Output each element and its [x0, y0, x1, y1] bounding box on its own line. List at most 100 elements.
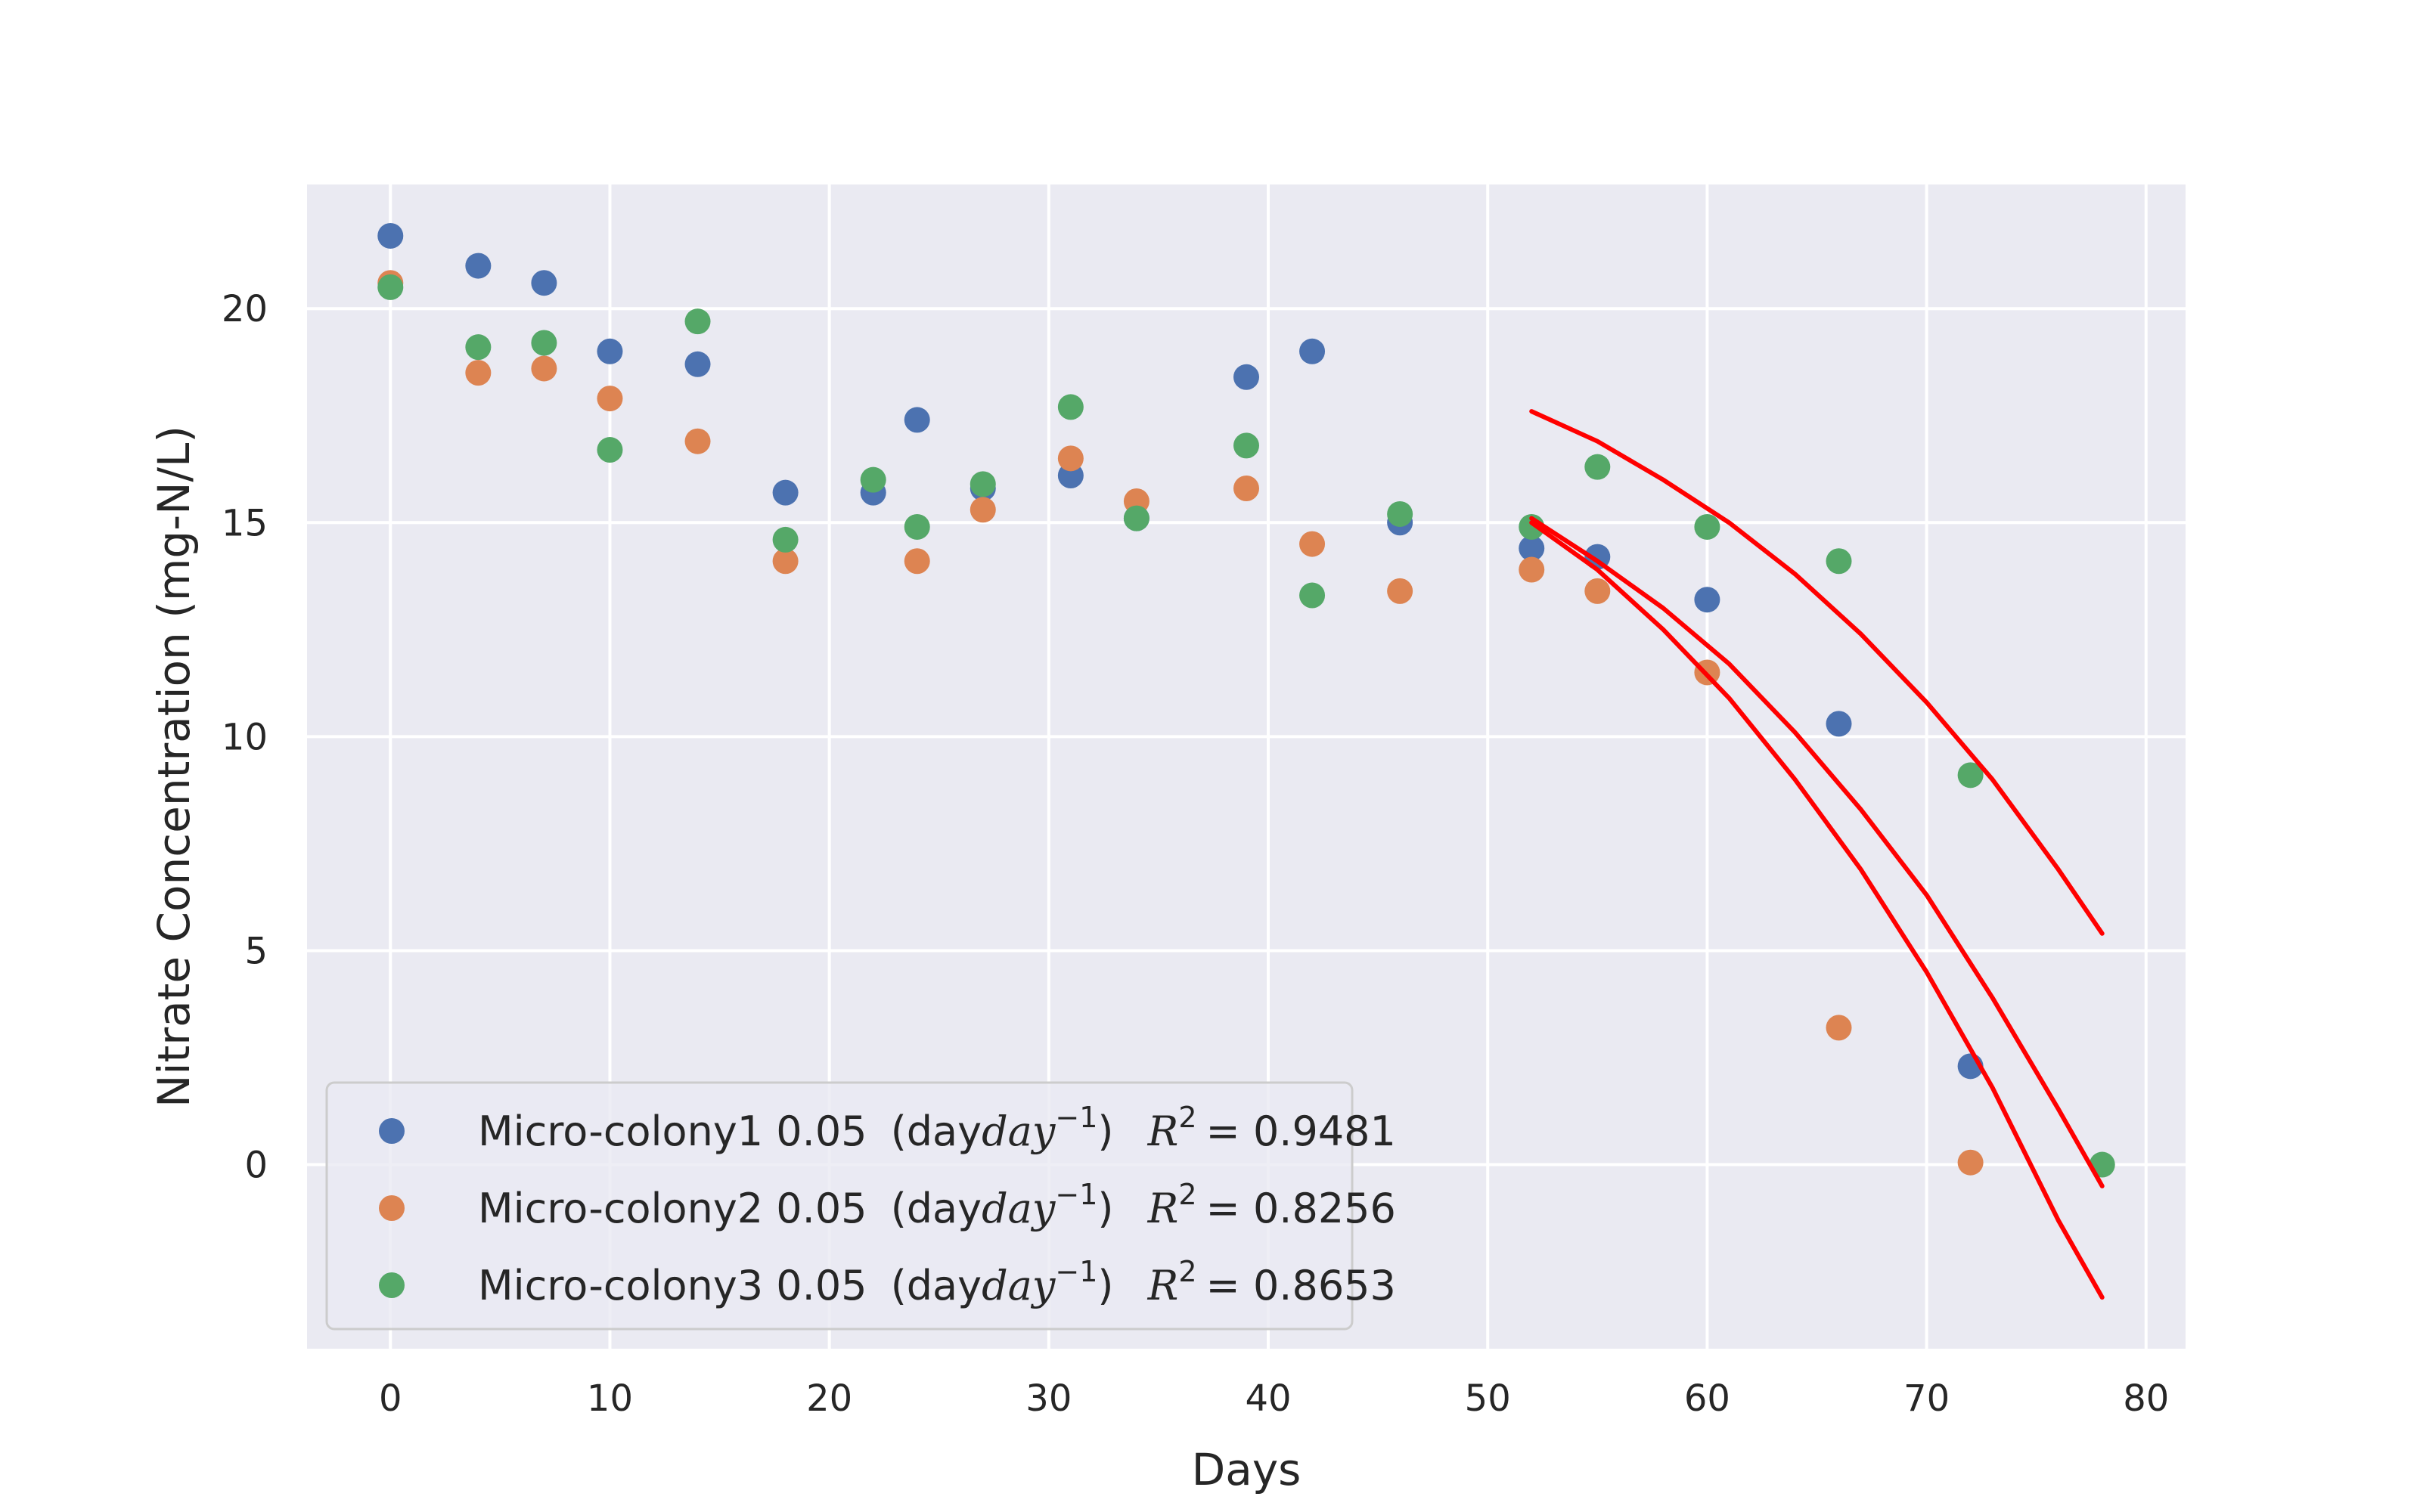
- data-point: [1387, 500, 1413, 527]
- legend-marker-micro-colony1: [379, 1118, 405, 1144]
- data-point: [772, 548, 799, 575]
- legend-r2-exp: 2: [1178, 1255, 1196, 1288]
- data-point: [684, 308, 711, 335]
- data-point: [465, 360, 492, 386]
- legend-rate-unit: (day: [891, 1185, 982, 1232]
- x-tick-label: 80: [2123, 1377, 2169, 1420]
- data-point: [465, 334, 492, 361]
- data-point: [1233, 432, 1259, 459]
- data-point: [970, 471, 996, 497]
- legend-rate-exp: −1: [1055, 1255, 1097, 1288]
- data-point: [597, 386, 623, 412]
- data-point: [1694, 587, 1720, 613]
- legend-rate-var: day: [982, 1185, 1056, 1232]
- legend-r2-var: R: [1147, 1185, 1179, 1232]
- legend-series-name: Micro-colony2 0.05: [478, 1185, 867, 1232]
- legend-rate-exp: −1: [1055, 1101, 1097, 1134]
- legend-label-micro-colony1: Micro-colony1 0.05 (dayday−1) R2 = 0.9481: [478, 1101, 1396, 1155]
- legend-rate-close: ): [1097, 1108, 1113, 1155]
- y-tick-labels: 0 5 10 15 20: [222, 288, 268, 1186]
- data-point: [860, 466, 886, 493]
- x-tick-label: 40: [1245, 1377, 1291, 1420]
- data-point: [1519, 556, 1545, 583]
- legend-series-name: Micro-colony3 0.05: [478, 1262, 867, 1309]
- x-tick-labels: 0 10 20 30 40 50 60 70 80: [379, 1377, 2169, 1420]
- fit-curve-2: [1529, 516, 2105, 1188]
- data-point: [1957, 762, 1984, 789]
- data-points: [377, 222, 2115, 1178]
- data-point: [1233, 475, 1259, 501]
- data-point: [377, 274, 404, 300]
- data-point: [1694, 513, 1720, 540]
- fit-curve-3: [1529, 520, 2105, 1300]
- data-point: [377, 222, 404, 249]
- legend: Micro-colony1 0.05 (dayday−1) R2 = 0.9481…: [325, 1081, 1396, 1331]
- legend-marker-micro-colony2: [379, 1195, 405, 1221]
- series-points-2: [377, 270, 1984, 1176]
- legend-box: [325, 1081, 1354, 1331]
- legend-entry-micro-colony2: Micro-colony2 0.05 (dayday−1) R2 = 0.8256: [379, 1178, 1396, 1232]
- legend-label-micro-colony3: Micro-colony3 0.05 (dayday−1) R2 = 0.8653: [478, 1255, 1396, 1309]
- data-point: [1519, 535, 1545, 562]
- x-axis-label: Days: [1192, 1444, 1302, 1495]
- fit-curves: [1529, 409, 2105, 1300]
- y-tick-label: 20: [222, 288, 268, 330]
- data-point: [1826, 711, 1852, 737]
- legend-rate-close: ): [1097, 1262, 1113, 1309]
- x-tick-label: 70: [1903, 1377, 1950, 1420]
- data-point: [1299, 582, 1326, 609]
- legend-marker-micro-colony3: [379, 1272, 405, 1298]
- legend-rate-unit: (day: [891, 1262, 982, 1309]
- data-point: [1387, 578, 1413, 604]
- x-tick-label: 60: [1684, 1377, 1730, 1420]
- data-point: [1584, 454, 1611, 480]
- data-point: [970, 497, 996, 523]
- x-tick-label: 50: [1465, 1377, 1511, 1420]
- data-point: [1299, 531, 1326, 557]
- data-point: [597, 338, 623, 364]
- legend-entry-micro-colony1: Micro-colony1 0.05 (dayday−1) R2 = 0.9481: [379, 1101, 1396, 1155]
- data-point: [1233, 364, 1259, 390]
- data-point: [1123, 505, 1150, 531]
- data-point: [531, 270, 557, 296]
- legend-rate-unit: (day: [891, 1108, 982, 1155]
- data-point: [772, 479, 799, 506]
- y-tick-label: 0: [244, 1145, 268, 1187]
- data-point: [772, 526, 799, 553]
- data-point: [1584, 578, 1611, 604]
- legend-label-micro-colony2: Micro-colony2 0.05 (dayday−1) R2 = 0.8256: [478, 1178, 1396, 1232]
- data-point: [1957, 1149, 1984, 1176]
- legend-rate-exp: −1: [1055, 1178, 1097, 1211]
- data-point: [1057, 445, 1084, 472]
- legend-r2-value: = 0.8653: [1206, 1262, 1396, 1309]
- legend-rate-close: ): [1097, 1185, 1113, 1232]
- fit-curve-1: [1529, 409, 2105, 936]
- legend-r2-value: = 0.8256: [1206, 1185, 1396, 1232]
- x-tick-label: 20: [806, 1377, 852, 1420]
- data-point: [531, 355, 557, 382]
- y-axis-label: Nitrate Concentration (mg-N/L): [148, 426, 200, 1108]
- data-point: [684, 351, 711, 377]
- data-point: [1826, 548, 1852, 575]
- legend-series-name: Micro-colony1 0.05: [478, 1108, 867, 1155]
- data-point: [904, 548, 930, 575]
- data-point: [1299, 338, 1326, 364]
- legend-r2-exp: 2: [1178, 1178, 1196, 1211]
- data-point: [904, 513, 930, 540]
- data-point: [684, 428, 711, 454]
- data-point: [1826, 1015, 1852, 1041]
- y-tick-label: 15: [222, 502, 268, 544]
- x-tick-label: 30: [1025, 1377, 1072, 1420]
- legend-entry-micro-colony3: Micro-colony3 0.05 (dayday−1) R2 = 0.8653: [379, 1255, 1396, 1309]
- x-tick-label: 10: [587, 1377, 633, 1420]
- legend-rate-var: day: [982, 1108, 1056, 1155]
- legend-r2-var: R: [1147, 1108, 1179, 1155]
- y-tick-label: 5: [244, 930, 268, 972]
- data-point: [597, 437, 623, 463]
- x-tick-label: 0: [379, 1377, 402, 1420]
- legend-r2-value: = 0.9481: [1206, 1108, 1396, 1155]
- legend-rate-var: day: [982, 1262, 1056, 1309]
- legend-r2-var: R: [1147, 1262, 1179, 1309]
- data-point: [904, 407, 930, 433]
